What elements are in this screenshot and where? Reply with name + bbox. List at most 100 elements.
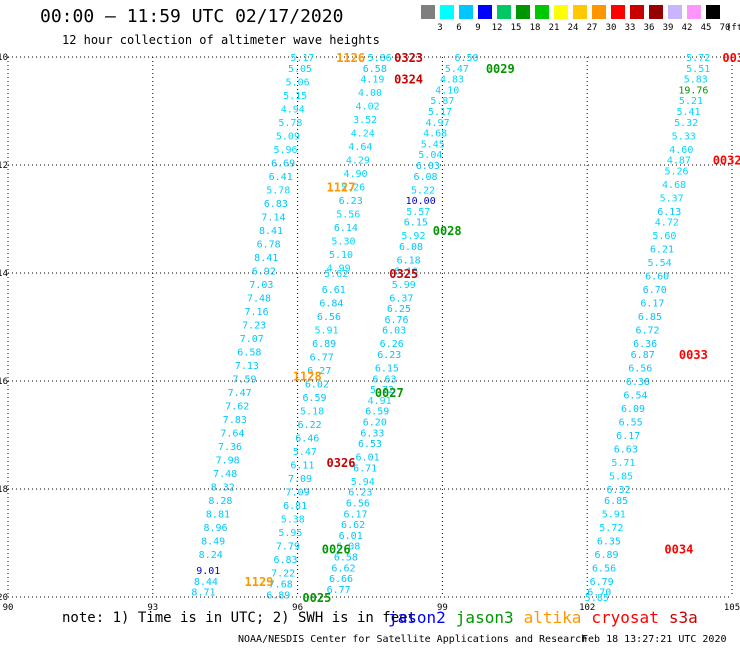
- color-swatch: [554, 5, 568, 19]
- data-point-label: 7.09: [286, 488, 310, 499]
- data-point-label: 5.22: [411, 185, 435, 196]
- data-point-label: 7.03: [249, 280, 273, 291]
- data-point-label: 8.41: [254, 253, 278, 264]
- data-point-label: 4.29: [346, 156, 370, 167]
- color-scale-label: 36: [643, 23, 655, 33]
- data-point-label: 5.91: [602, 509, 626, 520]
- data-point-label: 6.53: [358, 439, 382, 450]
- data-point-label: 7.62: [225, 401, 249, 412]
- data-point-label: 5.62: [324, 269, 348, 280]
- color-swatch: [573, 5, 587, 19]
- data-point-label: 7.09: [288, 474, 312, 485]
- data-point-label: 5.91: [315, 326, 339, 337]
- data-point-label: 5.33: [672, 131, 696, 142]
- data-point-label: 4.00: [358, 88, 382, 99]
- pass-label: 1128: [293, 370, 322, 384]
- data-point-label: 6.85: [638, 312, 662, 323]
- data-point-label: 5.18: [300, 407, 324, 418]
- data-point-label: 5.15: [283, 91, 307, 102]
- color-swatch: [649, 5, 663, 19]
- pass-label: 003: [722, 51, 740, 65]
- color-swatch: [497, 5, 511, 19]
- data-point-label: 6.41: [269, 172, 293, 183]
- data-point-label: 5.78: [266, 185, 290, 196]
- data-point-label: 7.22: [271, 569, 295, 580]
- data-point-label: 7.64: [220, 428, 244, 439]
- pass-label: 0027: [375, 386, 404, 400]
- x-tick-label: 105: [724, 603, 740, 613]
- pass-label: 1126: [336, 51, 365, 65]
- x-tick-label: 99: [437, 603, 448, 613]
- pass-label: 0326: [327, 456, 356, 470]
- data-point-label: 6.58: [237, 347, 261, 358]
- data-point-label: 8.41: [259, 226, 283, 237]
- data-point-label: 5.92: [401, 231, 425, 242]
- data-point-label: 6.59: [302, 393, 326, 404]
- data-point-label: 6.15: [404, 218, 428, 229]
- pass-label: 0324: [394, 73, 423, 87]
- color-scale-label: (ft): [726, 23, 740, 33]
- data-point-label: 6.56: [346, 499, 370, 510]
- data-point-label: 5.57: [406, 207, 430, 218]
- data-point-label: 6.16: [394, 266, 418, 277]
- color-swatch: [630, 5, 644, 19]
- data-point-label: 6.92: [252, 266, 276, 277]
- data-point-label: 8.49: [201, 536, 225, 547]
- legend-jason3: jason3: [455, 608, 514, 627]
- data-point-label: 5.96: [273, 145, 297, 156]
- data-point-label: 6.08: [336, 542, 360, 553]
- data-point-label: 6.26: [380, 339, 404, 350]
- data-point-label: 7.14: [261, 212, 285, 223]
- data-point-label: 5.06: [286, 77, 310, 88]
- data-point-label: 6.63: [372, 374, 396, 385]
- data-point-label: 5.94: [351, 477, 375, 488]
- data-point-label: 7.23: [242, 320, 266, 331]
- data-point-label: 7.47: [228, 388, 252, 399]
- color-scale-label: 42: [681, 23, 693, 33]
- pass-label: 1127: [327, 181, 356, 195]
- data-point-label: 10.00: [406, 196, 436, 207]
- data-point-label: 6.62: [341, 520, 365, 531]
- data-point-label: 6.58: [334, 553, 358, 564]
- color-swatch: [459, 5, 473, 19]
- data-point-label: 6.25: [387, 304, 411, 315]
- legend-cryosat: cryosat: [591, 608, 659, 627]
- color-scale-label: 70: [719, 23, 731, 33]
- y-tick-label: -20: [0, 593, 8, 603]
- data-point-label: 7.79: [276, 542, 300, 553]
- data-point-label: 6.23: [339, 196, 363, 207]
- data-point-label: 5.47: [293, 447, 317, 458]
- color-scale-label: 45: [700, 23, 712, 33]
- data-point-label: 6.21: [650, 245, 674, 256]
- x-tick-label: 93: [147, 603, 158, 613]
- data-point-label: 5.86: [368, 53, 392, 64]
- data-point-label: 6.18: [397, 256, 421, 267]
- color-scale-label: 27: [586, 23, 598, 33]
- data-point-label: 4.90: [343, 169, 367, 180]
- data-point-label: 6.89: [266, 590, 290, 601]
- data-point-label: 4.02: [356, 102, 380, 113]
- data-point-label: 6.55: [619, 418, 643, 429]
- data-point-label: 4.91: [368, 396, 392, 407]
- data-point-label: 6.66: [329, 574, 353, 585]
- data-point-label: 6.70: [587, 588, 611, 599]
- data-point-label: 6.17: [640, 299, 664, 310]
- data-point-label: 6.15: [375, 364, 399, 375]
- data-point-label: 7.36: [218, 442, 242, 453]
- pass-label: 0028: [433, 224, 462, 238]
- data-point-label: 5.85: [585, 593, 609, 604]
- data-point-label: 7.48: [247, 293, 271, 304]
- data-point-label: 5.87: [430, 96, 454, 107]
- data-point-label: 4.99: [327, 264, 351, 275]
- data-point-label: 6.09: [621, 404, 645, 415]
- data-point-label: 5.38: [281, 515, 305, 526]
- color-scale-label: 18: [529, 23, 541, 33]
- data-point-label: 6.03: [416, 161, 440, 172]
- data-point-label: 6.54: [623, 391, 647, 402]
- data-point-label: 6.72: [635, 326, 659, 337]
- pass-label: 0025: [302, 591, 331, 605]
- data-point-label: 6.38: [626, 377, 650, 388]
- data-point-label: 6.58: [363, 64, 387, 75]
- data-point-label: 5.72: [599, 523, 623, 534]
